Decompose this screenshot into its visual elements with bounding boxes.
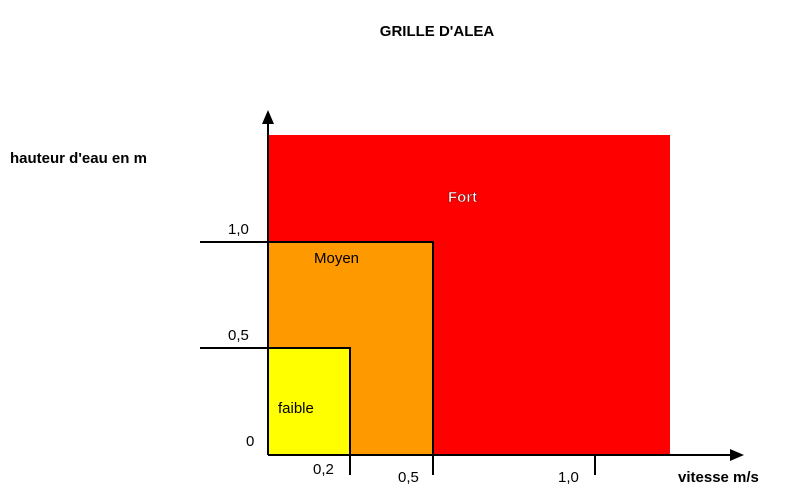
zone-faible bbox=[268, 348, 350, 455]
y-arrow bbox=[262, 110, 274, 124]
zone-borders bbox=[200, 241, 596, 475]
x-tick-label: 0,2 bbox=[313, 461, 334, 478]
axes bbox=[267, 122, 732, 456]
y-axis-label: hauteur d'eau en m bbox=[10, 150, 147, 167]
y-tick-label: 0,5 bbox=[228, 327, 249, 344]
y-tick-label: 0 bbox=[246, 433, 254, 450]
zone-label: Moyen bbox=[314, 250, 359, 267]
x-tick-label: 1,0 bbox=[558, 469, 579, 485]
x-arrow bbox=[730, 449, 744, 461]
x-tick-label: 0,5 bbox=[398, 469, 419, 485]
y-tick-label: 1,0 bbox=[228, 221, 249, 238]
x-axis-label: vitesse m/s bbox=[678, 469, 759, 485]
title: GRILLE D'ALEA bbox=[380, 23, 495, 40]
zone-label: faible bbox=[278, 400, 314, 417]
zone-label: Fort bbox=[448, 189, 477, 206]
